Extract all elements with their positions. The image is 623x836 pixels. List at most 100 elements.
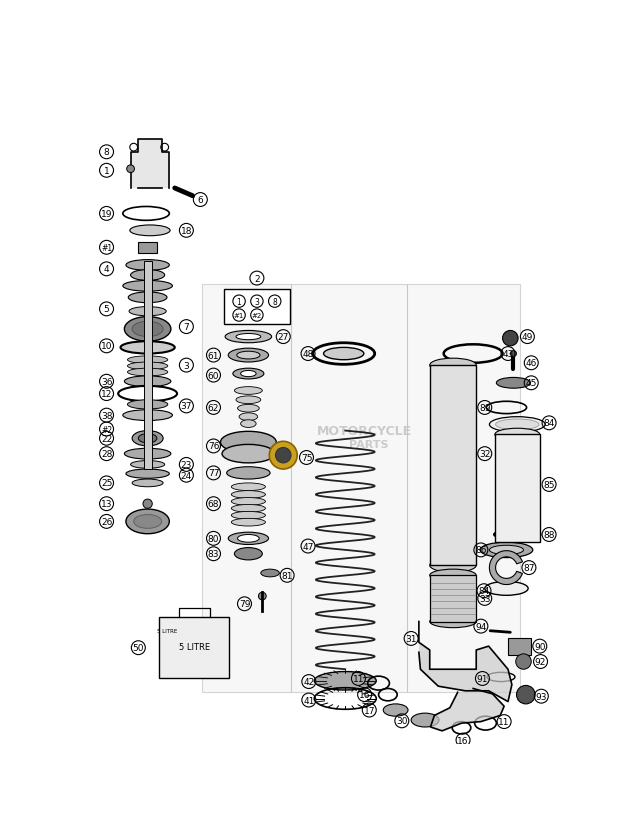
Text: 36: 36: [101, 377, 112, 386]
Ellipse shape: [231, 498, 265, 506]
Ellipse shape: [228, 533, 269, 545]
Circle shape: [126, 166, 135, 173]
Text: 38: 38: [101, 411, 112, 421]
Ellipse shape: [128, 400, 168, 410]
Bar: [144, 262, 151, 470]
Text: 30: 30: [396, 716, 407, 726]
Text: 32: 32: [479, 450, 490, 459]
Text: #1: #1: [234, 313, 244, 319]
Circle shape: [516, 654, 531, 670]
Text: 24: 24: [181, 472, 192, 480]
Text: 5 LITRE: 5 LITRE: [157, 629, 177, 634]
Ellipse shape: [497, 378, 530, 389]
Text: 11: 11: [353, 674, 364, 683]
Text: 46: 46: [526, 359, 537, 368]
Ellipse shape: [125, 449, 171, 460]
Ellipse shape: [221, 431, 276, 453]
Bar: [430, 576, 476, 622]
Ellipse shape: [495, 429, 540, 441]
Text: 6: 6: [197, 196, 203, 205]
Bar: [430, 365, 476, 566]
Ellipse shape: [134, 515, 161, 528]
Text: 41: 41: [303, 696, 315, 705]
Wedge shape: [490, 551, 523, 585]
Text: 37: 37: [181, 402, 192, 411]
Ellipse shape: [128, 369, 168, 376]
Ellipse shape: [131, 461, 164, 469]
Ellipse shape: [237, 535, 259, 543]
Bar: [202, 285, 291, 692]
Text: 91: 91: [477, 674, 488, 683]
Text: 1: 1: [237, 298, 242, 306]
Text: 1: 1: [103, 166, 110, 176]
Text: 83: 83: [207, 549, 219, 558]
Ellipse shape: [231, 491, 265, 499]
Ellipse shape: [225, 331, 272, 344]
Ellipse shape: [126, 470, 169, 479]
Ellipse shape: [231, 483, 265, 491]
Ellipse shape: [240, 371, 256, 377]
Text: 22: 22: [101, 434, 112, 443]
Text: 33: 33: [479, 594, 490, 604]
Bar: [159, 617, 229, 679]
Ellipse shape: [490, 546, 523, 555]
Ellipse shape: [261, 569, 279, 577]
Ellipse shape: [240, 421, 256, 428]
Ellipse shape: [234, 548, 262, 560]
Text: 31: 31: [406, 635, 417, 643]
Ellipse shape: [125, 317, 171, 342]
Polygon shape: [131, 140, 169, 189]
Text: 94: 94: [475, 622, 487, 631]
Ellipse shape: [430, 569, 476, 582]
Text: 49: 49: [521, 333, 533, 342]
Ellipse shape: [128, 293, 167, 303]
Circle shape: [503, 331, 518, 346]
Ellipse shape: [128, 356, 168, 364]
Ellipse shape: [132, 480, 163, 487]
Ellipse shape: [231, 505, 265, 512]
Polygon shape: [430, 689, 504, 731]
Text: 81: 81: [282, 571, 293, 580]
Bar: [138, 242, 157, 254]
Ellipse shape: [132, 322, 163, 337]
Text: 61: 61: [207, 351, 219, 360]
Ellipse shape: [236, 334, 261, 340]
Text: 88: 88: [543, 530, 555, 539]
Text: 25: 25: [101, 479, 112, 488]
Text: 5 LITRE: 5 LITRE: [179, 642, 210, 651]
Text: 8: 8: [272, 298, 277, 306]
Ellipse shape: [239, 413, 258, 421]
Circle shape: [143, 499, 152, 508]
Text: 68: 68: [207, 500, 219, 508]
Bar: [291, 285, 407, 692]
Ellipse shape: [228, 349, 269, 363]
Text: 93: 93: [536, 692, 547, 701]
Text: 7: 7: [184, 323, 189, 332]
Text: 87: 87: [523, 563, 535, 573]
Circle shape: [516, 686, 535, 704]
Ellipse shape: [430, 615, 476, 628]
Text: 92: 92: [535, 657, 546, 666]
Text: 27: 27: [278, 333, 289, 342]
Text: 76: 76: [207, 442, 219, 451]
Text: 90: 90: [534, 642, 546, 651]
FancyBboxPatch shape: [224, 289, 290, 325]
Text: 47: 47: [302, 542, 314, 551]
Ellipse shape: [126, 260, 169, 271]
Text: 43: 43: [502, 349, 514, 359]
Circle shape: [510, 351, 516, 357]
Ellipse shape: [125, 376, 171, 387]
Text: #2: #2: [101, 425, 112, 434]
Circle shape: [269, 441, 297, 470]
Text: 17: 17: [364, 706, 375, 715]
Bar: [495, 435, 540, 543]
Ellipse shape: [120, 342, 174, 354]
Ellipse shape: [128, 363, 168, 370]
Text: 80: 80: [207, 534, 219, 543]
Text: 84: 84: [543, 419, 554, 428]
Ellipse shape: [138, 434, 157, 443]
Ellipse shape: [231, 512, 265, 519]
Ellipse shape: [132, 431, 163, 446]
Ellipse shape: [430, 558, 476, 573]
Text: 8: 8: [103, 148, 110, 157]
